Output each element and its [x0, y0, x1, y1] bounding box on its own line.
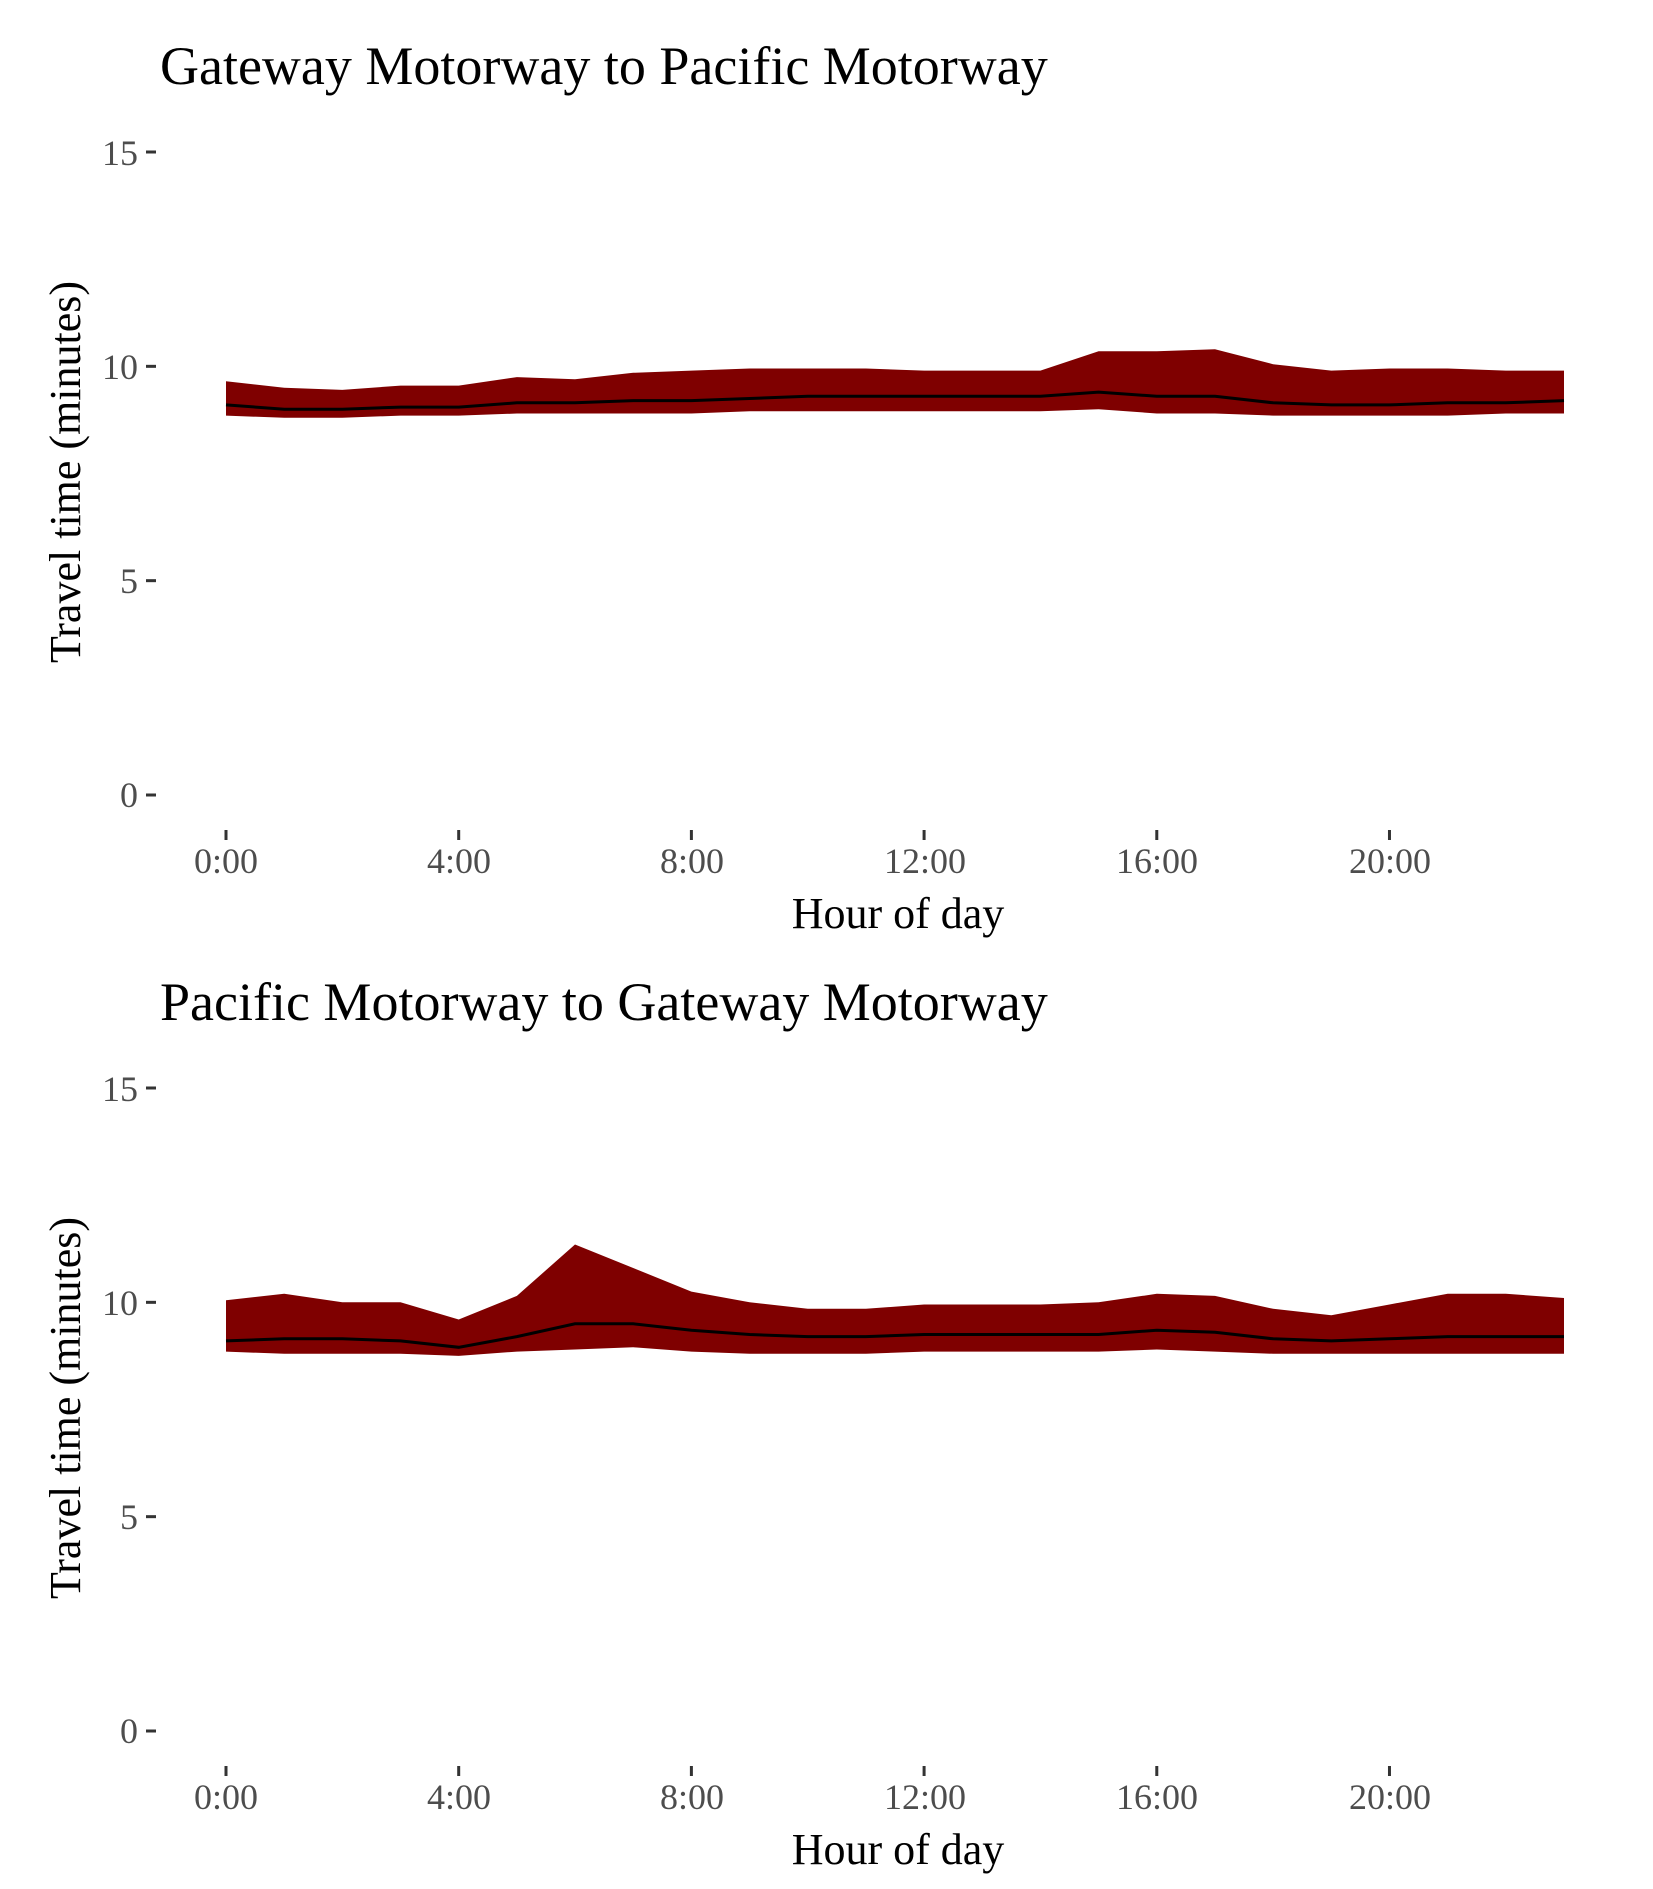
x-tick-label: 16:00 — [1116, 1777, 1198, 1817]
median-line — [225, 1322, 1564, 1349]
x-tick-label: 0:00 — [194, 1777, 258, 1817]
y-tick-label: 10 — [102, 1283, 138, 1323]
range-band — [226, 349, 1564, 418]
y-axis-title: Travel time (minutes) — [41, 281, 90, 663]
y-tick-label: 0 — [120, 775, 138, 815]
chart-panel-gateway-to-pacific: Gateway Motorway to Pacific Motorway Tra… — [41, 36, 1565, 938]
x-tick-label: 0:00 — [194, 841, 258, 881]
x-tick-label: 12:00 — [884, 841, 966, 881]
x-tick-label: 16:00 — [1116, 841, 1198, 881]
y-tick-label: 0 — [120, 1711, 138, 1751]
y-tick-label: 15 — [102, 1069, 138, 1109]
x-tick-label: 12:00 — [884, 1777, 966, 1817]
x-tick-label: 8:00 — [660, 841, 724, 881]
y-axis: 15 10 5 0 — [102, 1069, 156, 1751]
y-tick-label: 5 — [120, 1497, 138, 1537]
x-axis-title: Hour of day — [792, 1825, 1005, 1874]
y-tick-label: 5 — [120, 561, 138, 601]
plot-area — [225, 349, 1565, 418]
x-axis: 0:00 4:00 8:00 12:00 16:00 20:00 — [194, 830, 1431, 881]
y-axis: 15 10 5 0 — [102, 133, 156, 815]
x-tick-label: 8:00 — [660, 1777, 724, 1817]
x-axis-title: Hour of day — [792, 889, 1005, 938]
x-axis: 0:00 4:00 8:00 12:00 16:00 20:00 — [194, 1766, 1431, 1817]
x-tick-label: 20:00 — [1349, 1777, 1431, 1817]
x-tick-label: 4:00 — [427, 1777, 491, 1817]
x-tick-label: 20:00 — [1349, 841, 1431, 881]
plot-area — [225, 1244, 1564, 1356]
chart-panel-pacific-to-gateway: Pacific Motorway to Gateway Motorway Tra… — [41, 972, 1564, 1874]
y-tick-label: 10 — [102, 347, 138, 387]
x-tick-label: 4:00 — [427, 841, 491, 881]
y-axis-title: Travel time (minutes) — [41, 1217, 90, 1599]
chart-title: Gateway Motorway to Pacific Motorway — [160, 36, 1048, 96]
chart-title: Pacific Motorway to Gateway Motorway — [160, 972, 1048, 1032]
y-tick-label: 15 — [102, 133, 138, 173]
median-line — [225, 390, 1565, 411]
